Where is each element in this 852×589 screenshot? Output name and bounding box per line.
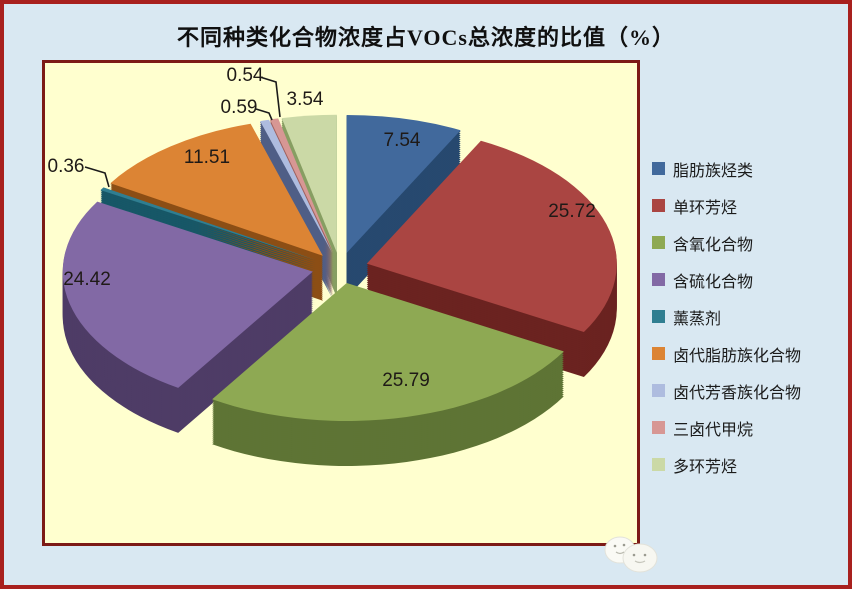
legend-item-7: 三卤代甲烷: [652, 419, 801, 439]
pie-slice-1: [366, 140, 617, 332]
legend-swatch-6: [652, 384, 665, 397]
legend-item-2: 含氧化合物: [652, 234, 801, 254]
pie-slice-0: [346, 115, 461, 253]
data-label-1: 25.72: [548, 201, 596, 222]
plot-area: 7.54 25.72 25.79 24.42 0.36 11.51 0.59 0.54 3.54: [42, 60, 640, 546]
legend-item-3: 含硫化合物: [652, 271, 801, 291]
data-label-7: 0.54: [227, 65, 264, 86]
legend-item-1: 单环芳烃: [652, 197, 801, 217]
legend-item-6: 卤代芳香族化合物: [652, 382, 801, 402]
legend-swatch-3: [652, 273, 665, 286]
legend-label-2: 含氧化合物: [673, 236, 754, 254]
pie-slice-2: [212, 283, 564, 421]
chart-title: 不同种类化合物浓度占VOCs总浓度的比值（%）: [176, 25, 675, 50]
legend-swatch-5: [652, 347, 665, 360]
legend-swatch-0: [652, 162, 665, 175]
pie-slice-5: [110, 123, 323, 256]
data-label-4: 0.36: [48, 156, 85, 177]
data-label-2: 25.79: [382, 370, 430, 391]
leader-line-4: [84, 166, 110, 188]
data-label-6: 0.59: [221, 97, 258, 118]
legend-label-8: 多环芳烃: [673, 458, 738, 476]
leader-line-7: [259, 76, 281, 118]
legend-item-8: 多环芳烃: [652, 456, 801, 476]
legend-label-0: 脂肪族烃类: [673, 162, 754, 180]
pie-3d: 7.54 25.72 25.79 24.42 0.36 11.51 0.59 0.54 3.54: [48, 65, 617, 466]
pie-slice-8: [281, 114, 337, 253]
legend: 脂肪族烃类 单环芳烃 含氧化合物 含硫化合物 薰蒸剂 卤代脂肪族化合物 卤代芳香…: [652, 160, 801, 476]
legend-item-5: 卤代脂肪族化合物: [652, 345, 801, 365]
data-label-5: 11.51: [184, 147, 230, 168]
leader-line-6: [255, 108, 273, 121]
legend-swatch-8: [652, 458, 665, 471]
pie-slice-6: [260, 119, 333, 254]
legend-swatch-2: [652, 236, 665, 249]
pie-slice-3: [62, 201, 313, 388]
data-label-8: 3.54: [287, 89, 324, 110]
legend-item-0: 脂肪族烃类: [652, 160, 801, 180]
pie-slice-4: [100, 187, 316, 260]
legend-swatch-1: [652, 199, 665, 212]
legend-swatch-4: [652, 310, 665, 323]
legend-label-4: 薰蒸剂: [673, 310, 722, 328]
legend-label-6: 卤代芳香族化合物: [673, 384, 802, 402]
pie-slice-7: [270, 118, 334, 254]
legend-label-3: 含硫化合物: [673, 273, 754, 291]
legend-label-7: 三卤代甲烷: [673, 421, 754, 439]
data-label-0: 7.54: [384, 130, 421, 151]
legend-item-4: 薰蒸剂: [652, 308, 801, 328]
legend-label-5: 卤代脂肪族化合物: [673, 347, 802, 365]
legend-swatch-7: [652, 421, 665, 434]
data-label-3: 24.42: [63, 269, 111, 290]
legend-label-1: 单环芳烃: [673, 199, 738, 217]
